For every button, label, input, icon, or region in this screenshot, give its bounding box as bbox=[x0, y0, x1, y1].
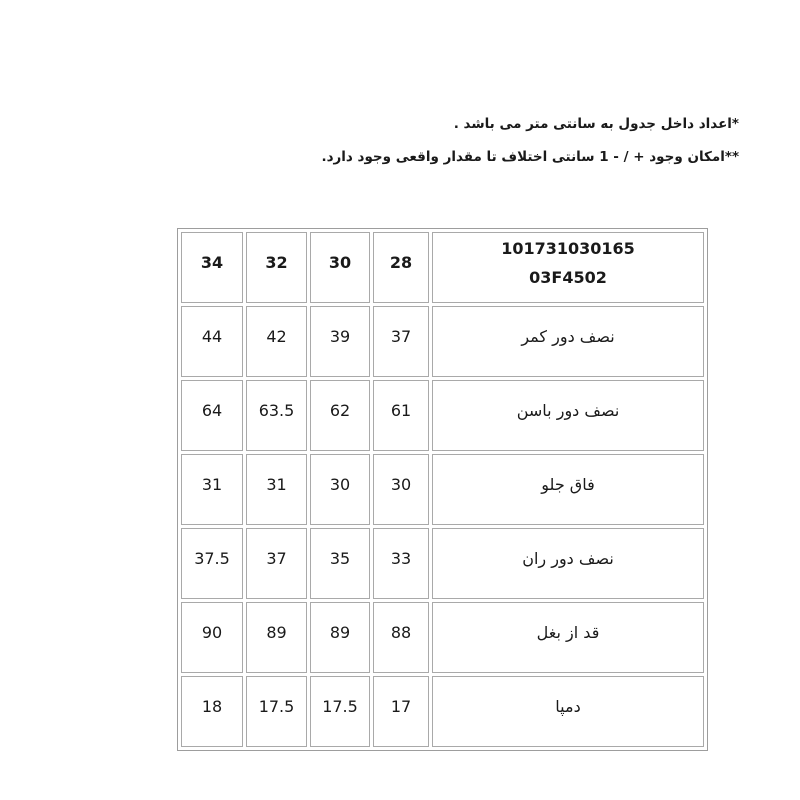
value-cell: 31 bbox=[181, 454, 243, 525]
value-cell: 18 bbox=[181, 676, 243, 747]
measure-label: نصف دور باسن bbox=[432, 380, 704, 451]
value-cell: 30 bbox=[310, 454, 370, 525]
value-cell: 62 bbox=[310, 380, 370, 451]
value-cell: 37 bbox=[373, 306, 429, 377]
value-cell: 37 bbox=[246, 528, 307, 599]
table-row-hip: 64 63.5 62 61 نصف دور باسن bbox=[181, 380, 704, 451]
size-header-32: 32 bbox=[246, 232, 307, 303]
product-code-cell: 101731030165 03F4502 bbox=[432, 232, 704, 303]
value-cell: 31 bbox=[246, 454, 307, 525]
measure-label: دمپا bbox=[432, 676, 704, 747]
size-header-row: 34 32 30 28 101731030165 03F4502 bbox=[181, 232, 704, 303]
value-cell: 30 bbox=[373, 454, 429, 525]
value-cell: 39 bbox=[310, 306, 370, 377]
size-header-34: 34 bbox=[181, 232, 243, 303]
value-cell: 42 bbox=[246, 306, 307, 377]
value-cell: 33 bbox=[373, 528, 429, 599]
annotations: *اعداد داخل جدول به سانتی متر می باشد . … bbox=[321, 108, 739, 174]
value-cell: 61 bbox=[373, 380, 429, 451]
table-row-waist: 44 42 39 37 نصف دور کمر bbox=[181, 306, 704, 377]
size-header-28: 28 bbox=[373, 232, 429, 303]
value-cell: 89 bbox=[310, 602, 370, 673]
table-row-hem: 18 17.5 17.5 17 دمپا bbox=[181, 676, 704, 747]
value-cell: 89 bbox=[246, 602, 307, 673]
value-cell: 17.5 bbox=[246, 676, 307, 747]
value-cell: 35 bbox=[310, 528, 370, 599]
table-row-side-length: 90 89 89 88 قد از بغل bbox=[181, 602, 704, 673]
measure-label: فاق جلو bbox=[432, 454, 704, 525]
value-cell: 88 bbox=[373, 602, 429, 673]
table-row-thigh: 37.5 37 35 33 نصف دور ران bbox=[181, 528, 704, 599]
table-row-front-rise: 31 31 30 30 فاق جلو bbox=[181, 454, 704, 525]
size-table: 34 32 30 28 101731030165 03F4502 44 42 3… bbox=[177, 228, 708, 751]
value-cell: 37.5 bbox=[181, 528, 243, 599]
value-cell: 17 bbox=[373, 676, 429, 747]
value-cell: 90 bbox=[181, 602, 243, 673]
measure-label: نصف دور ران bbox=[432, 528, 704, 599]
measure-label: قد از بغل bbox=[432, 602, 704, 673]
annotation-line-1: *اعداد داخل جدول به سانتی متر می باشد . bbox=[453, 116, 739, 132]
value-cell: 64 bbox=[181, 380, 243, 451]
annotation-line-2: **امکان وجود + / - 1 سانتی اختلاف تا مقد… bbox=[321, 149, 739, 165]
product-code-line-1: 101731030165 bbox=[501, 238, 635, 258]
measure-label: نصف دور کمر bbox=[432, 306, 704, 377]
value-cell: 17.5 bbox=[310, 676, 370, 747]
size-header-30: 30 bbox=[310, 232, 370, 303]
value-cell: 44 bbox=[181, 306, 243, 377]
product-code-line-2: 03F4502 bbox=[529, 267, 607, 287]
value-cell: 63.5 bbox=[246, 380, 307, 451]
